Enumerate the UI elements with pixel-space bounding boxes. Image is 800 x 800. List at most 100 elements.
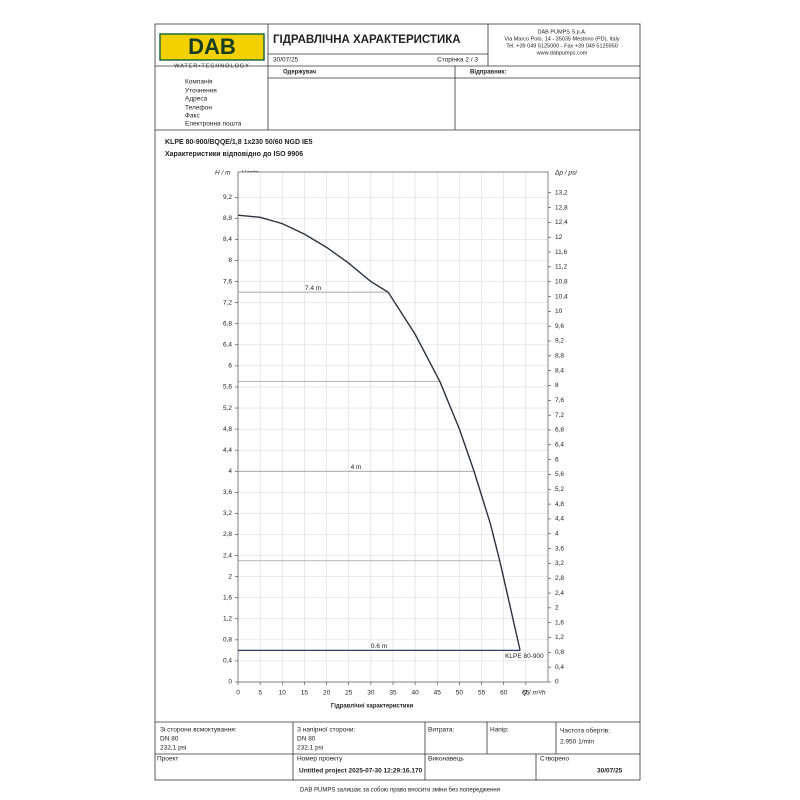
y2-axis-label: Δp / psi: [554, 170, 577, 177]
y2-tick-label: 5,2: [555, 486, 564, 493]
header: DAB WATER•TECHNOLOGY ГІДРАВЛІЧНА ХАРАКТЕ…: [155, 24, 640, 131]
company-info: DAB PUMPS S.p.A.: [538, 29, 587, 35]
y2-tick-label: 0,8: [555, 649, 564, 656]
x-tick-label: 35: [389, 690, 397, 697]
y2-tick-label: 0: [555, 679, 559, 686]
x-axis-label: Q / m³/h: [522, 690, 546, 697]
y2-tick-label: 8,8: [555, 353, 564, 360]
y-tick-label: 7,6: [223, 278, 232, 285]
field-label: Електронна пошта: [185, 121, 242, 128]
cell-label: З напірної сторони:: [297, 726, 356, 734]
y-tick-label: 6,8: [223, 320, 232, 327]
reference-label: 7.4 m: [305, 285, 321, 292]
company-info: Tel. +39 049 5125000 - Fax +39 049 51259…: [506, 43, 618, 49]
cell-label: Витрата:: [428, 727, 455, 734]
y2-tick-label: 6,8: [555, 427, 564, 434]
y-tick-label: 8,4: [223, 236, 232, 243]
cell-label: Зі сторони всмоктування:: [160, 726, 237, 734]
y-tick-label: 0,8: [223, 637, 232, 644]
y2-tick-label: 9,2: [555, 338, 564, 345]
field-label: Уточнення: [185, 88, 217, 95]
x-tick-label: 30: [367, 690, 375, 697]
page-number: Сторінка 2 / 3: [437, 56, 478, 64]
cell-label: Створено: [540, 756, 569, 763]
company-info: Via Marco Polo, 14 - 35035 Mestrino (PD)…: [504, 36, 619, 42]
y2-tick-label: 3,6: [555, 545, 564, 552]
y-tick-label: 5,6: [223, 384, 232, 391]
logo-subtitle: WATER•TECHNOLOGY: [174, 63, 250, 69]
y2-tick-label: 10,4: [555, 293, 568, 300]
x-tick-label: 55: [478, 690, 486, 697]
y2-tick-label: 2,8: [555, 575, 564, 582]
x-tick-label: 45: [434, 690, 442, 697]
y-tick-label: 1,2: [223, 615, 232, 622]
x-tick-label: 60: [500, 690, 508, 697]
page-frame: [154, 23, 641, 781]
x-tick-label: 0: [236, 690, 240, 697]
y-tick-label: 4,4: [223, 447, 232, 454]
y-tick-label: 0,4: [223, 658, 232, 665]
y-tick-label: 6,4: [223, 342, 232, 349]
doc-title: ГІДРАВЛІЧНА ХАРАКТЕРИСТИКА: [273, 34, 461, 46]
y2-tick-label: 12,4: [555, 219, 568, 226]
y2-tick-label: 12,8: [555, 204, 568, 211]
chart: H / m Δp / psi Q / m³/h Напір Гідравлічн…: [215, 169, 577, 710]
y-tick-label: 3,2: [223, 510, 232, 517]
cell-value: 232,1 psi: [160, 745, 186, 752]
y-axis-label: H / m: [215, 170, 231, 177]
y-tick-label: 1,6: [223, 594, 232, 601]
cell-value: 30/07/25: [597, 768, 623, 775]
y2-tick-label: 10: [555, 308, 563, 315]
y-tick-label: 2,8: [223, 531, 232, 538]
plot-border: [237, 171, 549, 683]
y-tick-label: 2: [228, 573, 232, 580]
y-tick-label: 7,2: [223, 299, 232, 306]
x-tick-label: 50: [456, 690, 464, 697]
y-tick-label: 3,6: [223, 489, 232, 496]
field-label: Компанія: [185, 78, 213, 86]
y2-tick-label: 1,6: [555, 619, 564, 626]
cell-value: DN 80: [297, 736, 316, 743]
y2-tick-label: 8,4: [555, 367, 564, 374]
sender-label: Відправник:: [470, 70, 506, 76]
x-tick-label: 10: [279, 690, 287, 697]
y2-tick-label: 7,2: [555, 412, 564, 419]
logo-text: DAB: [188, 34, 236, 59]
y2-tick-label: 4,4: [555, 516, 564, 523]
cell-label: Частота обертів:: [560, 727, 610, 735]
field-label: Адреса: [185, 96, 208, 103]
y-tick-label: 4: [228, 468, 232, 475]
curve-label: KLPE 80-900: [505, 653, 544, 660]
y2-tick-label: 0,4: [555, 664, 564, 671]
y-tick-label: 8,8: [223, 215, 232, 222]
y2-tick-label: 1,2: [555, 634, 564, 641]
y-tick-label: 4,8: [223, 426, 232, 433]
y-tick-label: 0: [228, 679, 232, 686]
cell-label: Напір:: [490, 726, 509, 734]
cell-value: Untitled project 2025-07-30 12:29:16.170: [299, 768, 423, 775]
field-label: Факс: [185, 113, 200, 120]
y-tick-label: 8: [228, 257, 232, 264]
field-label: Телефон: [185, 105, 212, 112]
x-tick-label: 15: [301, 690, 309, 697]
y2-tick-label: 4,8: [555, 501, 564, 508]
y2-tick-label: 2: [555, 605, 559, 612]
chart-caption: Гідравлічні характеристики: [331, 704, 414, 710]
y2-tick-label: 2,4: [555, 590, 564, 597]
y2-tick-label: 4: [555, 530, 559, 537]
y2-tick-label: 6,4: [555, 442, 564, 449]
y2-tick-label: 12: [555, 234, 563, 241]
y2-tick-label: 10,8: [555, 278, 568, 285]
x-tick-label: 20: [323, 690, 331, 697]
y2-tick-label: 8: [555, 382, 559, 389]
company-info: www.dabpumps.com: [536, 50, 588, 56]
cell-value: DN 80: [160, 736, 179, 743]
footer-note: DAB PUMPS залишає за собою право вносити…: [300, 788, 500, 794]
y-tick-label: 5,2: [223, 405, 232, 412]
product-standard: Характеристики відповідно до ISO 9906: [165, 150, 303, 158]
y2-tick-label: 9,6: [555, 323, 564, 330]
product-model: KLPE 80-900/BQQE/1,8 1x230 50/60 NGD IE5: [165, 139, 313, 146]
y-tick-label: 2,4: [223, 552, 232, 559]
curve: [237, 214, 521, 651]
